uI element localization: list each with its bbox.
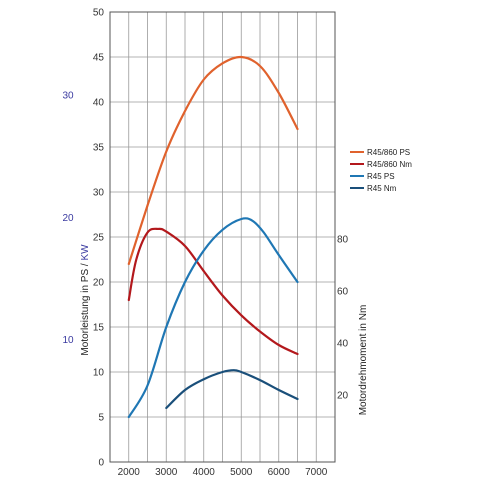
y-left-tick-label: 45 (93, 53, 105, 64)
ticks: 2000 3000 4000 5000 6000 7000 0 5 10 15 20 25 30 35 40… (62, 8, 348, 479)
y-left-tick-label: 5 (98, 413, 104, 424)
y-axis-right-label: Motordrehmoment in Nm (358, 305, 369, 416)
y-right-tick-label: 20 (337, 391, 349, 402)
series (127, 55, 299, 419)
y-left-tick-label: 30 (93, 188, 105, 199)
x-tick-label: 6000 (268, 467, 291, 478)
y-left-tick-label: 50 (93, 8, 105, 19)
plot-frame (109, 11, 336, 463)
legend-label-4: R45 Nm (367, 184, 397, 193)
x-tick-label: 7000 (305, 467, 328, 478)
y-kw-tick-label: 20 (62, 213, 74, 224)
x-tick-label: 3000 (155, 467, 178, 478)
y-axis-left-label-ps: Motorleistung in PS / (80, 261, 91, 356)
series-line-2 (127, 227, 299, 356)
y-left-tick-label: 25 (93, 233, 105, 244)
y-axis-left-label-kw: KW (80, 244, 91, 261)
legend-label-3: R45 PS (367, 172, 395, 181)
y-left-tick-label: 15 (93, 323, 105, 334)
series-line-4 (165, 369, 299, 410)
y-right-tick-label: 40 (337, 339, 349, 350)
y-right-tick-label: 80 (337, 235, 349, 246)
y-left-tick-label: 40 (93, 98, 105, 109)
legend-label-2: R45/860 Nm (367, 160, 412, 169)
x-tick-label: 5000 (230, 467, 253, 478)
y-kw-tick-label: 30 (62, 90, 74, 101)
series-line-3 (127, 217, 299, 419)
y-left-tick-label: 35 (93, 143, 105, 154)
y-axis-left-label: Motorleistung in PS / KW (80, 244, 91, 356)
x-tick-label: 4000 (193, 467, 216, 478)
y-kw-tick-label: 10 (62, 335, 74, 346)
y-left-tick-label: 10 (93, 368, 105, 379)
y-right-tick-label: 60 (337, 287, 349, 298)
x-tick-label: 2000 (118, 467, 141, 478)
y-left-tick-label: 0 (98, 458, 104, 469)
y-left-tick-label: 20 (93, 278, 105, 289)
legend-label-1: R45/860 PS (367, 148, 410, 157)
series-line-1 (127, 55, 299, 266)
legend: R45/860 PS R45/860 Nm R45 PS R45 Nm (350, 148, 412, 193)
